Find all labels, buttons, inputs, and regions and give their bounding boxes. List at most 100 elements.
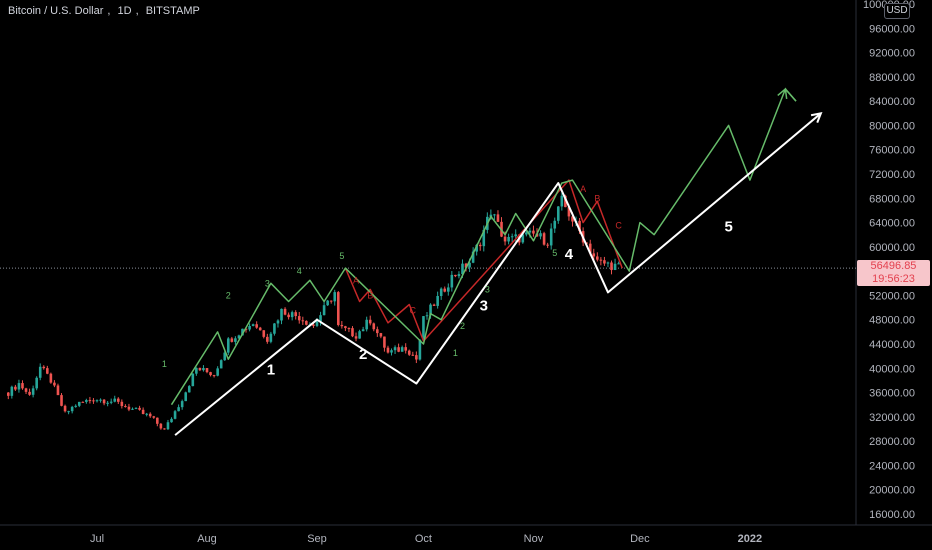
candle-body: [230, 338, 234, 342]
interval-label: 1D: [117, 5, 132, 17]
candle-body: [599, 259, 603, 261]
candle-body: [571, 216, 574, 222]
x-tick-label: Aug: [197, 533, 217, 545]
candle-body: [457, 274, 461, 277]
wave-label-minor: 2: [460, 321, 465, 331]
candle-body: [525, 232, 528, 235]
candle-body: [578, 220, 581, 232]
green-arrow-tail: [784, 88, 797, 102]
candle-body: [173, 411, 177, 419]
x-tick-label: Dec: [630, 533, 650, 545]
candle-body: [411, 354, 415, 356]
red-correction-path: [344, 179, 623, 342]
candle-body: [358, 331, 361, 339]
candle-body: [564, 195, 567, 208]
wave-label-minor: C: [615, 221, 622, 231]
candle-body: [493, 214, 496, 216]
candle-body: [31, 388, 35, 395]
candle-body: [514, 234, 518, 237]
candle-body: [290, 312, 294, 318]
candle-body: [588, 243, 592, 254]
candle-body: [361, 329, 365, 332]
candle-body: [329, 300, 333, 302]
wave-label-minor: 1: [453, 348, 458, 358]
candle-body: [468, 262, 471, 268]
candle-body: [344, 326, 347, 329]
wave-label-minor: 3: [265, 278, 270, 288]
candle-body: [415, 355, 418, 360]
candle-body: [617, 263, 620, 265]
candle-body: [368, 319, 372, 324]
currency-badge[interactable]: USD: [884, 3, 910, 19]
candle-body: [209, 372, 212, 376]
candle-body: [131, 408, 134, 410]
candle-body: [102, 399, 106, 404]
candle-body: [42, 366, 46, 369]
candle-body: [422, 316, 425, 340]
candle-body: [74, 405, 78, 407]
candle-body: [287, 314, 290, 318]
y-tick-label: 32000.00: [869, 412, 915, 424]
candle-body: [70, 406, 74, 412]
candle-body: [180, 401, 184, 408]
candle-body: [549, 228, 553, 246]
candle-body: [99, 399, 102, 401]
candle-body: [88, 400, 92, 402]
candle-body: [454, 274, 457, 277]
candle-body: [425, 315, 429, 317]
wave-label-minor: 4: [297, 266, 302, 276]
candle-body: [38, 366, 42, 378]
candle-body: [407, 350, 411, 355]
candle-body: [322, 305, 326, 316]
candle-body: [400, 347, 404, 352]
candle-body: [386, 347, 390, 353]
candle-body: [248, 325, 251, 330]
candle-body: [216, 368, 219, 376]
candle-body: [596, 256, 599, 260]
candle-body: [436, 296, 439, 306]
candle-body: [351, 328, 354, 337]
candle-body: [365, 319, 368, 330]
candle-body: [532, 230, 535, 234]
x-tick-label: Nov: [524, 533, 544, 545]
candle-body: [77, 401, 81, 406]
candle-body: [269, 333, 273, 342]
candle-body: [340, 324, 344, 327]
x-tick-label: Oct: [415, 533, 432, 545]
candle-body: [191, 373, 195, 387]
candle-body: [21, 383, 24, 389]
candle-body: [138, 407, 141, 410]
candle-body: [610, 262, 613, 271]
candle-body: [10, 386, 14, 396]
y-tick-label: 72000.00: [869, 169, 915, 181]
candle-body: [326, 300, 329, 306]
candle-body: [294, 312, 298, 317]
candle-body: [471, 251, 475, 263]
candle-body: [152, 416, 156, 418]
candle-body: [354, 336, 358, 339]
y-tick-label: 16000.00: [869, 509, 915, 521]
candle-body: [297, 316, 301, 321]
candle-body: [567, 207, 571, 217]
y-tick-label: 84000.00: [869, 96, 915, 108]
candle-body: [475, 244, 478, 252]
bar-countdown: 19:56:23: [872, 273, 915, 285]
candle-body: [418, 339, 422, 360]
candle-body: [134, 407, 138, 409]
y-tick-label: 52000.00: [869, 290, 915, 302]
wave-label-minor: 1: [162, 359, 167, 369]
candle-body: [198, 367, 202, 371]
y-tick-label: 28000.00: [869, 436, 915, 448]
candle-body: [212, 375, 216, 377]
candle-body: [528, 230, 532, 233]
candle-body: [35, 377, 38, 389]
candle-body: [148, 413, 152, 417]
candle-body: [262, 330, 266, 337]
candle-body: [60, 395, 63, 406]
candle-body: [106, 402, 109, 404]
symbol-name: Bitcoin / U.S. Dollar: [8, 5, 104, 17]
candle-body: [92, 400, 95, 402]
candle-body: [226, 338, 230, 353]
candle-body: [372, 323, 376, 330]
